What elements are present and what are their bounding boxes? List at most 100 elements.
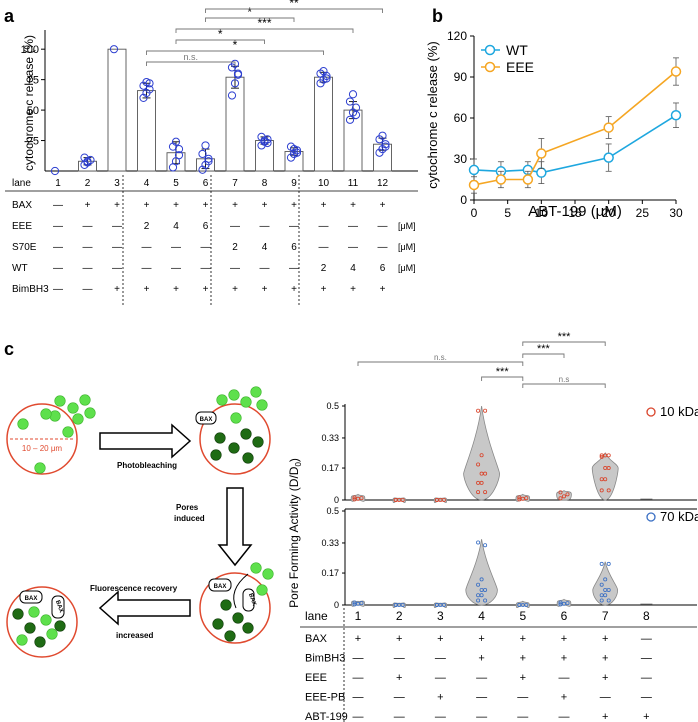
panel-a-cell: — [230, 263, 240, 274]
panel-c-point [483, 408, 488, 413]
dye-molecule [46, 628, 58, 640]
dye-molecule [250, 562, 262, 574]
panel-c-point [517, 603, 522, 608]
panel-a-point [230, 79, 240, 88]
panel-c-row-label: ABT-199 [305, 711, 348, 722]
panel-b-xtick-label: 0 [471, 206, 478, 220]
dye-molecule [84, 407, 96, 419]
panel-c-cell: + [643, 711, 649, 722]
panel-c-point [359, 601, 364, 606]
panel-c-cell: + [520, 653, 526, 665]
panel-c-cell: — [641, 692, 652, 704]
dye-molecule [40, 614, 52, 626]
panel-c-ytick-label: 0.5 [326, 506, 339, 516]
panel-c-row-label: EEE [305, 672, 327, 684]
panel-a-cell: + [262, 284, 268, 295]
panel-c-sig-bracket [522, 341, 606, 346]
panel-a-cell: — [289, 221, 299, 232]
panel-a-sig-bracket [205, 8, 383, 13]
bax-protein-1 [195, 411, 217, 425]
dye-molecule [34, 636, 46, 648]
panel-a-bar [225, 76, 245, 172]
panel-c-cell: — [353, 711, 364, 722]
arrow-down-icon [217, 487, 253, 567]
panel-c-point [352, 600, 357, 605]
panel-c-point [599, 454, 604, 459]
panel-a-cell: 4 [350, 263, 356, 274]
dye-molecule [242, 622, 254, 634]
legend-70kda-marker [646, 512, 656, 522]
panel-b-chart: cytochrome c release (%) ABT-199 (μM) 0 3… [425, 29, 683, 220]
legend-70kda-label: 70 kDa [660, 509, 698, 524]
panel-a-cell: — [53, 221, 63, 232]
panel-a-cell: — [83, 242, 93, 253]
panel-c-sig-bracket [481, 376, 524, 381]
panel-a-cell: + [232, 200, 238, 211]
panel-c-sig-label: n.s. [434, 353, 447, 362]
dye-molecule [256, 399, 268, 411]
dye-molecule [216, 394, 228, 406]
panel-a-point [345, 97, 355, 106]
panel-c-point [599, 593, 604, 598]
panel-c-ylabel-sub: 0 [294, 462, 303, 467]
panel-c-legend: 10 kDa 70 kDa [646, 404, 698, 524]
panel-c-point [558, 602, 563, 607]
panel-a-cell: — [53, 200, 63, 211]
step-photobleaching: Photobleaching [117, 461, 177, 470]
panel-c-cell: — [435, 711, 446, 722]
bax-label-3: BAX [247, 593, 257, 607]
dye-molecule [17, 418, 29, 430]
panel-b-legend-label: EEE [506, 59, 534, 75]
dye-molecule [230, 412, 242, 424]
panel-a-point [381, 142, 390, 151]
panel-c-lane-number: 7 [602, 609, 609, 623]
panel-c-ytick-label: 0 [334, 495, 339, 505]
panel-a-cell: — [260, 263, 270, 274]
dye-molecule [220, 599, 232, 611]
panel-a-point [109, 45, 119, 54]
vesicle-intact [6, 403, 78, 475]
panel-a-lane-header: lane [12, 178, 31, 189]
panel-c-lane-header: lane [305, 609, 328, 623]
panel-c-ytick-label: 0.33 [321, 538, 339, 548]
panel-b-xtick-label: 20 [602, 206, 616, 220]
panel-c-cell: + [561, 653, 567, 665]
panel-c-lane-number: 8 [643, 609, 650, 623]
panel-c-ticks: 00.170.330.500.170.330.5 [321, 401, 345, 610]
panel-a-lane-number: 4 [144, 178, 150, 189]
panel-a-cell: — [319, 242, 329, 253]
panel-a-row-label: BAX [12, 200, 32, 211]
panel-c-ytick-label: 0.5 [326, 401, 339, 411]
panel-c-sig-bracket [522, 383, 606, 388]
vesicle-recovered [6, 586, 78, 658]
panel-c-significance: n.s. *** *** n.s *** [357, 331, 606, 388]
panel-a-point [348, 90, 358, 99]
panel-c-cell: — [353, 653, 364, 665]
panel-a-lane-number: 9 [291, 178, 297, 189]
panel-b-series-line [473, 114, 677, 174]
dye-molecule [228, 389, 240, 401]
panel-a-bar [137, 90, 156, 172]
dye-molecule [224, 630, 236, 642]
dye-molecule [228, 442, 240, 454]
panel-c-point [352, 497, 357, 502]
panel-c-lane-number: 2 [396, 609, 403, 623]
panel-a-point [50, 166, 60, 176]
dye-molecule [12, 608, 24, 620]
panel-a-sig-bracket [146, 61, 236, 66]
panel-c-cell: — [435, 653, 446, 665]
legend-10kda-label: 10 kDa [660, 404, 698, 419]
arrow-right-icon [99, 423, 192, 459]
panel-c-cell: + [520, 633, 526, 645]
panel-a-cell: — [289, 263, 299, 274]
panel-a-cell: + [380, 284, 386, 295]
panel-c-point [599, 582, 604, 587]
panel-b-ytick-label: 30 [454, 152, 468, 166]
panel-c-point [476, 480, 481, 485]
panel-b-ticks: 0 30 60 90 120 0 5 10 15 20 25 30 [447, 29, 683, 220]
panel-c-cell: + [478, 653, 484, 665]
panel-a-cell: — [348, 221, 358, 232]
panel-c-point [400, 603, 405, 608]
panel-a-cell: — [83, 221, 93, 232]
